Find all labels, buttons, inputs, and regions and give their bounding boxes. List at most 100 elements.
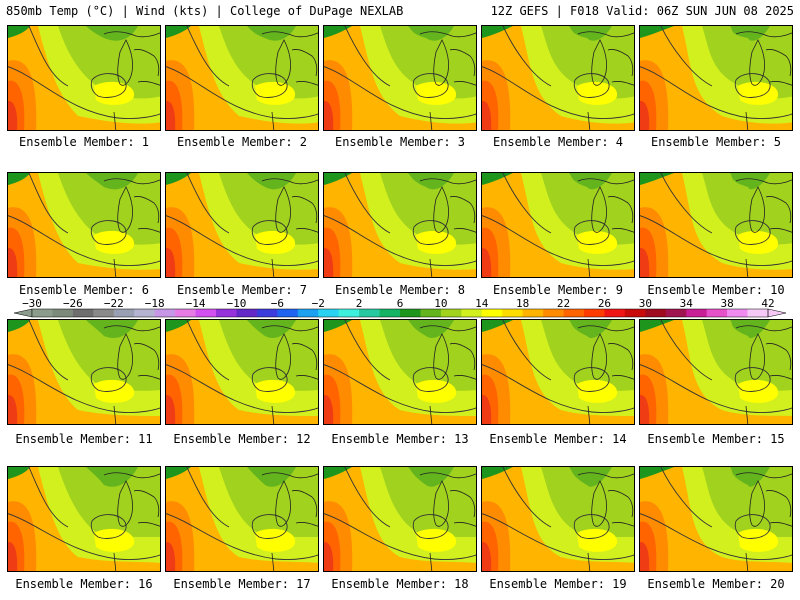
colorbar-tick-label: −6 xyxy=(270,297,284,310)
colorbar-right-arrow xyxy=(767,308,786,318)
ensemble-member-label: Ensemble Member: 1 xyxy=(18,135,150,149)
ensemble-member-label: Ensemble Member: 4 xyxy=(492,135,624,149)
colorbar-tick-label: 34 xyxy=(679,297,693,310)
colorbar-swatch xyxy=(645,309,667,317)
colorbar-swatch xyxy=(584,309,605,317)
colorbar-tick-label: −30 xyxy=(22,297,42,310)
ensemble-map-panel xyxy=(481,319,635,425)
ensemble-member-label: Ensemble Member: 12 xyxy=(173,432,311,446)
colorbar-swatch xyxy=(461,309,483,317)
colorbar-swatch xyxy=(32,309,53,317)
ensemble-map-panel xyxy=(7,466,161,572)
colorbar-tick-label: 6 xyxy=(396,297,404,310)
colorbar-tick-label: −10 xyxy=(226,297,247,310)
colorbar-swatch xyxy=(624,309,646,317)
colorbar-swatch xyxy=(175,309,196,317)
ensemble-member-label: Ensemble Member: 6 xyxy=(18,283,150,297)
colorbar-tick-label: 30 xyxy=(638,297,652,310)
ensemble-map-panel xyxy=(481,466,635,572)
ensemble-map-panel xyxy=(165,172,319,278)
colorbar-swatch xyxy=(134,309,155,317)
colorbar-swatch xyxy=(154,309,176,317)
colorbar-swatch xyxy=(93,309,115,317)
colorbar-swatch xyxy=(359,309,380,317)
ensemble-member-label: Ensemble Member: 5 xyxy=(650,135,782,149)
colorbar-swatch xyxy=(216,309,237,317)
colorbar-tick-label: 2 xyxy=(355,297,363,310)
ensemble-map-panel xyxy=(165,25,319,131)
colorbar-swatch xyxy=(481,309,503,317)
colorbar-swatch xyxy=(440,309,462,317)
ensemble-member-label: Ensemble Member: 13 xyxy=(331,432,469,446)
colorbar-tick-label: 14 xyxy=(475,297,489,310)
chart-title: 850mb Temp (°C) | Wind (kts) | College o… xyxy=(6,4,404,18)
colorbar-swatch xyxy=(727,309,748,317)
ensemble-map-panel xyxy=(7,25,161,131)
colorbar-swatch xyxy=(113,309,135,317)
ensemble-map-panel xyxy=(7,319,161,425)
colorbar-tick-label: −22 xyxy=(103,297,124,310)
colorbar-swatch xyxy=(338,309,360,317)
colorbar-tick-label: −26 xyxy=(62,297,83,310)
ensemble-map-panel xyxy=(639,466,793,572)
colorbar-swatch xyxy=(747,309,769,317)
ensemble-map-panel xyxy=(323,25,477,131)
ensemble-map-panel xyxy=(323,172,477,278)
ensemble-member-label: Ensemble Member: 15 xyxy=(647,432,785,446)
colorbar-swatch xyxy=(379,309,401,317)
ensemble-map-panel xyxy=(323,319,477,425)
colorbar-tick-label: 10 xyxy=(434,297,448,310)
ensemble-map-panel xyxy=(639,172,793,278)
temperature-colorbar xyxy=(14,308,786,318)
ensemble-member-label: Ensemble Member: 10 xyxy=(647,283,785,297)
ensemble-map-panel xyxy=(7,172,161,278)
colorbar-swatch xyxy=(297,309,319,317)
ensemble-map-panel xyxy=(481,25,635,131)
colorbar-swatch xyxy=(420,309,442,317)
colorbar-swatch xyxy=(318,309,339,317)
colorbar-swatch xyxy=(502,309,523,317)
ensemble-member-label: Ensemble Member: 11 xyxy=(15,432,153,446)
run-valid-time: 12Z GEFS | F018 Valid: 06Z SUN JUN 08 20… xyxy=(490,4,794,18)
colorbar-swatch xyxy=(686,309,707,317)
colorbar-swatch xyxy=(522,309,544,317)
ensemble-map-panel xyxy=(165,466,319,572)
colorbar-swatch xyxy=(400,309,421,317)
colorbar-swatch xyxy=(72,309,94,317)
ensemble-map-panel xyxy=(323,466,477,572)
colorbar-tick-label: 38 xyxy=(720,297,734,310)
colorbar-swatch xyxy=(52,309,74,317)
ensemble-map-panel xyxy=(165,319,319,425)
ensemble-member-label: Ensemble Member: 3 xyxy=(334,135,466,149)
colorbar-swatch xyxy=(563,309,585,317)
colorbar-swatch xyxy=(604,309,626,317)
ensemble-map-panel xyxy=(639,25,793,131)
colorbar-swatch xyxy=(277,309,299,317)
ensemble-member-label: Ensemble Member: 20 xyxy=(647,577,785,591)
ensemble-member-label: Ensemble Member: 16 xyxy=(15,577,153,591)
ensemble-map-panel xyxy=(639,319,793,425)
ensemble-member-label: Ensemble Member: 8 xyxy=(334,283,466,297)
ensemble-member-label: Ensemble Member: 2 xyxy=(176,135,308,149)
colorbar-swatch xyxy=(195,309,217,317)
colorbar-tick-label: 18 xyxy=(516,297,530,310)
ensemble-member-label: Ensemble Member: 14 xyxy=(489,432,627,446)
colorbar-swatch xyxy=(236,309,258,317)
ensemble-member-label: Ensemble Member: 7 xyxy=(176,283,308,297)
colorbar-tick-label: 42 xyxy=(761,297,775,310)
ensemble-member-label: Ensemble Member: 18 xyxy=(331,577,469,591)
colorbar-tick-label: 22 xyxy=(556,297,571,310)
colorbar-swatch xyxy=(543,309,564,317)
colorbar-tick-label: −2 xyxy=(311,297,325,310)
colorbar-tick-label: 26 xyxy=(597,297,612,310)
ensemble-map-panel xyxy=(481,172,635,278)
ensemble-member-label: Ensemble Member: 17 xyxy=(173,577,311,591)
ensemble-member-label: Ensemble Member: 19 xyxy=(489,577,627,591)
colorbar-swatch xyxy=(706,309,728,317)
colorbar-swatch xyxy=(256,309,278,317)
colorbar-tick-label: −14 xyxy=(185,297,206,310)
colorbar-swatch xyxy=(665,309,687,317)
ensemble-member-label: Ensemble Member: 9 xyxy=(492,283,624,297)
colorbar-left-arrow xyxy=(14,308,33,318)
colorbar-tick-label: −18 xyxy=(144,297,165,310)
